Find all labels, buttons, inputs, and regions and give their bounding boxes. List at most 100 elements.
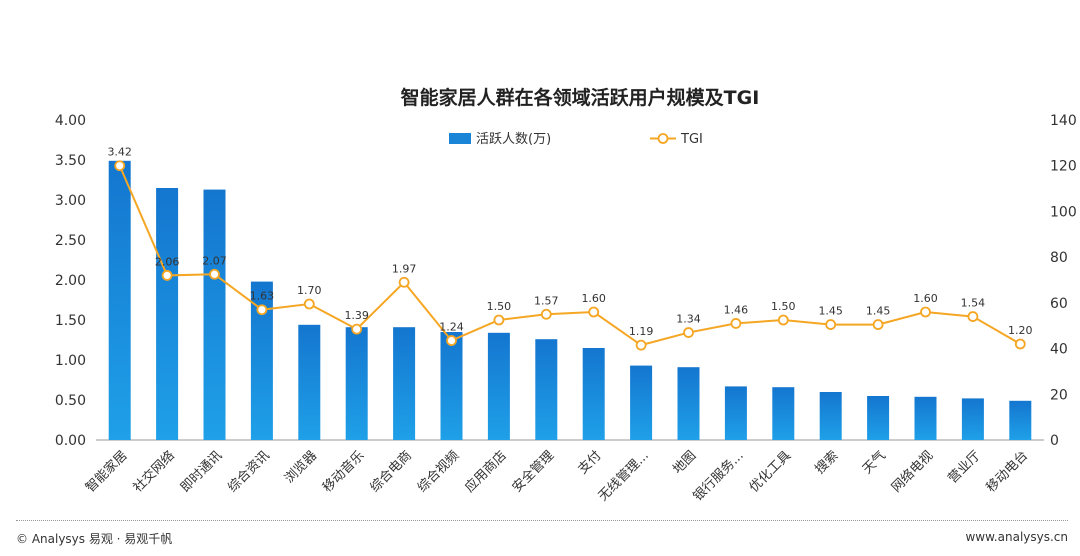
tgi-data-label: 2.06 <box>155 255 180 268</box>
tgi-point <box>209 268 220 280</box>
legend-line-label: TGI <box>680 132 703 147</box>
bar <box>345 327 368 440</box>
tgi-point <box>540 308 552 320</box>
tgi-line-series: 3.42 2.06 2.07 1.63 1.70 1.39 1.97 1.24 1.50 1.57… <box>107 146 1033 351</box>
footer-website: www.analysys.cn <box>965 530 1068 544</box>
x-tick-label: 安全管理 <box>509 448 557 496</box>
right-y-tick: 120 <box>1050 159 1077 175</box>
bar <box>156 188 179 440</box>
bar <box>582 348 605 440</box>
tgi-data-label: 1.45 <box>866 305 891 318</box>
x-tick-label: 银行服务... <box>690 448 747 505</box>
tgi-data-label: 2.07 <box>202 254 227 267</box>
x-tick-label: 优化工具 <box>747 448 794 495</box>
tgi-data-label: 1.45 <box>818 305 843 318</box>
bar <box>1009 400 1032 440</box>
x-tick-label: 移动音乐 <box>319 448 367 496</box>
left-y-tick: 3.00 <box>55 193 86 209</box>
tgi-point <box>730 318 742 329</box>
right-y-tick: 40 <box>1050 342 1068 358</box>
right-y-tick: 80 <box>1050 250 1068 266</box>
tgi-point <box>1014 338 1026 350</box>
x-tick-label: 营业厅 <box>946 448 984 486</box>
legend-bar-swatch <box>449 133 471 144</box>
left-y-tick: 3.50 <box>55 153 86 169</box>
right-y-tick: 0 <box>1050 433 1059 449</box>
x-tick-label: 无线管理... <box>596 448 652 504</box>
left-y-tick: 0.50 <box>55 393 86 409</box>
tgi-point <box>351 323 363 335</box>
tgi-line <box>118 165 1021 347</box>
bar <box>867 396 890 440</box>
bar <box>535 339 558 440</box>
tgi-data-label: 1.60 <box>581 292 606 305</box>
tgi-data-label: 1.46 <box>724 303 749 316</box>
legend: 活跃人数(万) TGI <box>449 132 703 147</box>
x-axis-labels: 智能家居 社交网络 即时通讯 综合资讯 浏览器 移动音乐 综合电商 综合视频 应用商店 安全管理支… <box>82 448 1031 505</box>
left-y-tick: 2.00 <box>55 273 86 289</box>
right-y-tick: 140 <box>1050 113 1077 129</box>
tgi-point <box>825 319 837 330</box>
x-tick-label: 综合视频 <box>415 448 462 495</box>
tgi-point <box>303 298 315 310</box>
x-tick-label: 支付 <box>576 448 605 477</box>
x-tick-label: 即时通讯 <box>178 448 225 495</box>
tgi-data-label: 1.57 <box>534 294 559 307</box>
x-tick-label: 地图 <box>670 448 699 477</box>
bar <box>630 365 653 440</box>
tgi-data-label: 1.70 <box>297 284 322 297</box>
tgi-point <box>398 276 410 288</box>
right-y-tick: 60 <box>1050 296 1068 312</box>
right-y-tick: 20 <box>1050 387 1068 403</box>
tgi-point <box>777 314 789 326</box>
tgi-data-label: 1.19 <box>629 325 654 338</box>
bar <box>487 332 510 440</box>
left-y-tick: 1.50 <box>55 313 86 329</box>
x-tick-label: 天气 <box>859 448 889 478</box>
tgi-data-label: 1.97 <box>392 262 417 275</box>
tgi-point <box>493 314 505 326</box>
tgi-point <box>161 270 173 281</box>
tgi-point <box>967 311 979 322</box>
x-tick-label: 应用商店 <box>462 448 510 496</box>
left-y-axis: 0.00 0.50 1.00 1.50 2.00 2.50 3.00 3.50 4.00 <box>55 113 86 449</box>
footer-copyright: © Analysys 易观 · 易观千帆 <box>16 532 173 546</box>
tgi-data-label: 1.54 <box>961 297 986 310</box>
bar <box>203 189 226 440</box>
chart-title: 智能家居人群在各领域活跃用户规模及TGI <box>401 86 760 109</box>
bar <box>914 396 937 440</box>
left-y-tick: 4.00 <box>55 113 86 129</box>
x-tick-label: 智能家居 <box>82 448 130 496</box>
bar <box>298 324 321 440</box>
x-tick-label: 搜索 <box>813 448 842 477</box>
tgi-data-label: 1.60 <box>913 292 938 305</box>
tgi-data-label: 1.34 <box>676 313 701 326</box>
tgi-point <box>256 304 268 316</box>
x-tick-label: 浏览器 <box>281 448 320 487</box>
tgi-point <box>635 339 647 351</box>
x-tick-label: 移动电台 <box>984 448 1031 495</box>
tgi-data-label: 1.24 <box>439 321 464 334</box>
tgi-point <box>446 335 457 346</box>
right-y-axis: 0 20 40 60 80 100 120 140 <box>1050 113 1077 449</box>
bar <box>819 392 842 440</box>
legend-bar-label: 活跃人数(万) <box>476 132 551 147</box>
x-tick-label: 社交网络 <box>130 448 178 496</box>
tgi-point <box>114 160 126 172</box>
tgi-data-label: 1.50 <box>771 300 796 313</box>
left-y-tick: 2.50 <box>55 233 86 249</box>
bar <box>108 160 131 441</box>
tgi-data-label: 1.50 <box>487 300 512 313</box>
legend-line-marker <box>657 133 669 144</box>
tgi-point <box>588 306 600 318</box>
footer-divider <box>16 520 1068 521</box>
tgi-point <box>683 327 694 338</box>
bar-series <box>108 160 1032 441</box>
bar <box>250 281 273 440</box>
x-tick-label: 网络电视 <box>888 448 936 496</box>
bar <box>961 398 984 440</box>
right-y-tick: 100 <box>1050 204 1077 220</box>
tgi-data-label: 1.39 <box>344 309 369 322</box>
x-tick-label: 综合资讯 <box>225 448 272 495</box>
